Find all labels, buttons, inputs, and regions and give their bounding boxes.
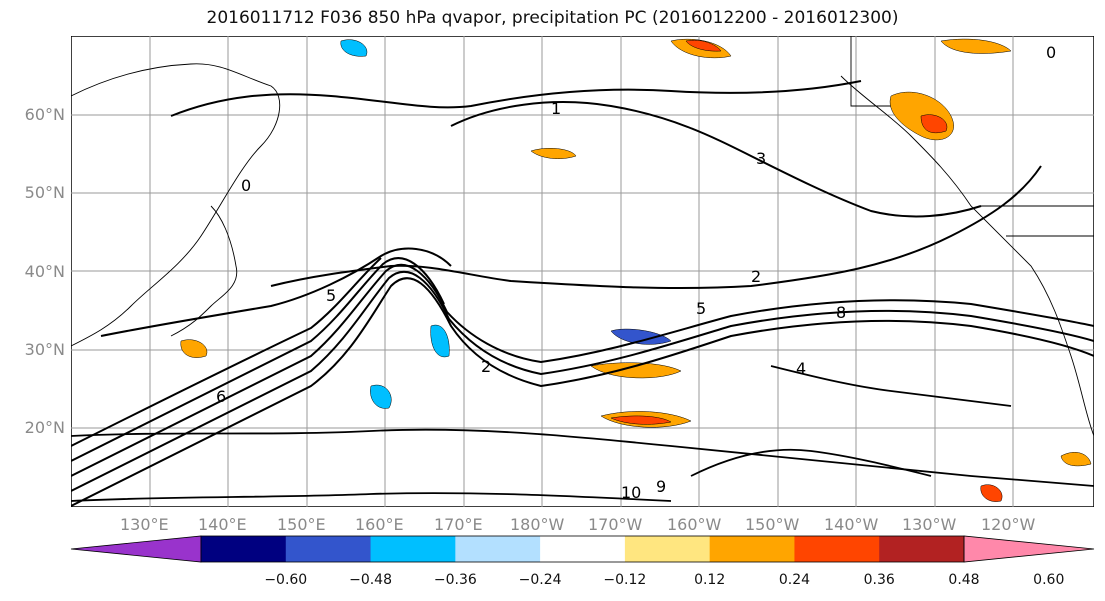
colorbar-segment [624, 536, 711, 562]
lon-label: 160°E [355, 515, 404, 534]
qvapor-contours [71, 80, 1094, 507]
colorbar-tick-label: −0.60 [264, 572, 308, 588]
lon-label: 130°E [120, 515, 169, 534]
colorbar-segment [455, 536, 541, 562]
colorbar-tick-label: 0.24 [778, 572, 811, 588]
lon-label: 120°W [981, 515, 1036, 534]
contour-label: 1 [551, 99, 561, 118]
lat-label: 20°N [24, 418, 65, 437]
lat-label: 60°N [24, 105, 65, 124]
lon-label: 150°W [745, 515, 800, 534]
contour-label: 10 [621, 483, 641, 502]
colorbar-tick-label: −0.48 [349, 572, 392, 588]
colorbar-tick-label: −0.12 [603, 572, 647, 588]
lon-label: 170°E [434, 515, 483, 534]
lon-label: 160°W [667, 515, 722, 534]
colorbar-tick-label: −0.24 [518, 572, 562, 588]
colorbar-segment [879, 536, 965, 562]
map-panel: 0 1 3 2 5 8 4 2 6 9 10 0 5 [71, 36, 1094, 507]
lat-label: 30°N [24, 340, 65, 359]
contour-label: 8 [836, 303, 846, 322]
contour-label: 5 [326, 286, 336, 305]
lat-label: 40°N [24, 262, 65, 281]
colorbar-tick-label: 0.12 [694, 572, 726, 588]
lon-label: 180°W [510, 515, 565, 534]
colorbar-outline [200, 535, 965, 563]
contour-label: 2 [481, 357, 491, 376]
contour-label: 6 [216, 387, 226, 406]
colorbar-tick-label: 0.48 [948, 572, 980, 588]
lon-label: 130°W [902, 515, 957, 534]
colorbar-segment [201, 536, 287, 562]
lon-label: 170°W [588, 515, 643, 534]
gridlines [71, 36, 1094, 507]
contour-label: 3 [756, 149, 766, 168]
contour-label: 2 [751, 267, 761, 286]
colorbar-segments [70, 535, 1095, 563]
colorbar-segment [370, 536, 456, 562]
colorbar-segment [794, 536, 880, 562]
lon-label: 140°E [198, 515, 247, 534]
contour-label: 4 [796, 359, 806, 378]
colorbar-extend-high [963, 535, 1095, 563]
lat-label: 50°N [24, 183, 65, 202]
contour-label: 5 [696, 299, 706, 318]
contour-label: 9 [656, 477, 666, 496]
colorbar-segment [709, 536, 795, 562]
map-title: 2016011712 F036 850 hPa qvapor, precipit… [206, 8, 899, 28]
lon-label: 150°E [277, 515, 326, 534]
coastlines [71, 36, 1094, 437]
contour-labels: 0 1 3 2 5 8 4 2 6 9 10 0 5 [216, 43, 1056, 502]
colorbar-segment [285, 536, 372, 562]
contour-label: 0 [241, 176, 251, 195]
lon-label: 140°W [824, 515, 879, 534]
colorbar-extend-low [70, 535, 202, 563]
colorbar-tick-label: 0.36 [863, 572, 895, 588]
contour-label: 0 [1046, 43, 1056, 62]
colorbar [70, 535, 1095, 563]
colorbar-tick-label: 0.60 [1033, 572, 1065, 588]
colorbar-tick-label: −0.36 [433, 572, 477, 588]
colorbar-segment [540, 536, 626, 562]
precip-shading [180, 38, 1092, 502]
